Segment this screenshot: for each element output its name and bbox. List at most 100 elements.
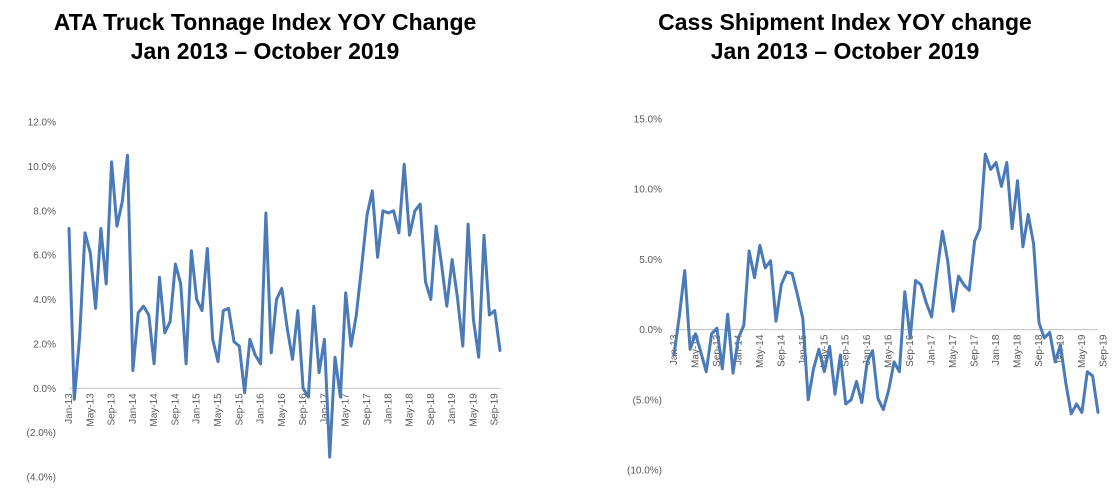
chart1-data-point bbox=[94, 307, 97, 310]
chart2-data-point bbox=[882, 408, 885, 411]
chart1-data-point bbox=[78, 336, 81, 339]
chart1-x-tick-label: May-17 bbox=[341, 393, 352, 427]
chart1-data-point bbox=[126, 154, 129, 157]
chart1-data-point bbox=[280, 287, 283, 290]
chart1-data-point bbox=[73, 398, 76, 401]
chart1-data-point bbox=[312, 305, 315, 308]
chart1-title: ATA Truck Tonnage Index YOY Change Jan 2… bbox=[0, 8, 530, 66]
chart2-data-point bbox=[807, 398, 810, 401]
chart2-data-point bbox=[758, 244, 762, 247]
chart1-data-point bbox=[461, 344, 464, 348]
chart1-data-point bbox=[413, 209, 417, 212]
chart1-data-point bbox=[67, 227, 71, 230]
chart1-data-point bbox=[152, 362, 156, 365]
chart1-data-point bbox=[323, 338, 326, 341]
chart1-data-point bbox=[89, 251, 92, 255]
chart1-data-point bbox=[286, 327, 289, 330]
chart2-y-tick-label: 15.0% bbox=[634, 115, 662, 126]
chart2-y-tick-label: (5.0%) bbox=[633, 395, 662, 406]
chart1-data-point bbox=[216, 360, 220, 363]
chart2-data-point bbox=[1043, 336, 1046, 340]
chart1-x-tick-label: Sep-16 bbox=[298, 393, 309, 426]
chart2-data-point bbox=[1091, 374, 1094, 378]
chart1-data-point bbox=[355, 313, 358, 317]
chart2-x-tick-label: Sep-14 bbox=[776, 334, 787, 367]
chart1-y-tick-label: 4.0% bbox=[33, 295, 56, 306]
chart1-data-point bbox=[408, 234, 411, 237]
chart1-title-line1: ATA Truck Tonnage Index YOY Change bbox=[53, 9, 477, 35]
chart2-data-point bbox=[892, 360, 896, 364]
chart1-x-tick-label: Jan-17 bbox=[319, 393, 330, 424]
chart2-data-point bbox=[731, 371, 735, 375]
chart2-x-tick-label: Sep-13 bbox=[712, 334, 723, 367]
chart1-data-point bbox=[99, 227, 103, 230]
chart2-data-point bbox=[941, 230, 944, 233]
chart1-data-point bbox=[493, 309, 496, 312]
chart1-x-tick-label: Sep-17 bbox=[362, 393, 373, 426]
chart1-data-point bbox=[403, 163, 406, 166]
chart2-data-point bbox=[694, 332, 697, 335]
chart2-data-point bbox=[973, 239, 976, 243]
chart2-data-point bbox=[796, 293, 799, 296]
chart2-y-tick-label: 10.0% bbox=[634, 185, 662, 196]
chart1-data-point bbox=[174, 262, 177, 266]
chart1-data-point bbox=[301, 387, 305, 390]
chart2-data-point bbox=[705, 370, 708, 373]
chart1-data-point bbox=[445, 305, 448, 308]
chart2-x-tick-label: May-13 bbox=[690, 334, 701, 368]
chart2-data-point bbox=[1096, 411, 1100, 414]
chart2-data-point bbox=[1021, 245, 1025, 248]
chart1-x-tick-label: May-18 bbox=[405, 393, 416, 427]
chart2-data-point bbox=[769, 259, 772, 262]
chart2-data-point bbox=[844, 402, 847, 406]
chart1-data-point bbox=[498, 349, 502, 352]
chart2-data-point bbox=[968, 289, 971, 292]
chart1-data-point bbox=[147, 313, 150, 317]
chart2-data-point bbox=[1032, 242, 1035, 246]
chart1-x-tick-label: Jan-19 bbox=[447, 393, 458, 424]
chart1-data-point bbox=[206, 247, 209, 250]
chart1-data-point bbox=[137, 311, 140, 314]
chart2-data-point bbox=[742, 324, 745, 327]
chart1-x-tick-label: May-19 bbox=[468, 393, 479, 427]
chart2-data-point bbox=[823, 370, 826, 373]
chart2-x-tick-label: Jan-16 bbox=[862, 334, 873, 365]
chart2-data-point bbox=[790, 272, 794, 275]
chart1-data-point bbox=[179, 282, 182, 286]
chart2-data-point bbox=[688, 348, 692, 351]
chart2-data-point bbox=[839, 353, 842, 357]
chart1-data-point bbox=[190, 249, 193, 252]
chart2-data-point bbox=[774, 320, 778, 323]
chart1-data-point bbox=[296, 309, 299, 312]
chart2-data-point bbox=[855, 380, 858, 383]
chart1-y-tick-label: 6.0% bbox=[33, 251, 56, 262]
chart2-data-point bbox=[812, 367, 815, 371]
chart1-data-point bbox=[195, 298, 198, 301]
chart2-data-point bbox=[737, 336, 740, 340]
chart1-data-point bbox=[482, 234, 486, 237]
chart2-y-tick-label: 5.0% bbox=[639, 255, 662, 266]
chart1-data-point bbox=[248, 338, 252, 341]
chart2-data-point bbox=[930, 315, 933, 319]
chart1-data-point bbox=[456, 296, 459, 299]
chart1-x-tick-label: Sep-13 bbox=[107, 393, 118, 426]
chart2-data-point bbox=[699, 350, 702, 354]
chart2-data-point bbox=[1027, 213, 1030, 216]
chart1-data-point bbox=[227, 307, 230, 310]
chart1-x-tick-label: Sep-15 bbox=[234, 393, 245, 426]
chart2-data-point bbox=[828, 345, 831, 348]
chart1-x-tick-label: Sep-18 bbox=[426, 393, 437, 426]
chart2-data-point bbox=[951, 310, 955, 313]
chart1-data-point bbox=[168, 320, 172, 323]
chart1-data-point bbox=[254, 353, 257, 357]
chart2-x-tick-label: Sep-17 bbox=[970, 334, 981, 367]
chart1-x-tick-label: May-15 bbox=[213, 393, 224, 427]
chart1-data-point bbox=[163, 331, 166, 334]
chart1-data-point bbox=[488, 313, 491, 317]
chart1-data-point bbox=[434, 225, 438, 228]
chart2-data-point bbox=[903, 290, 906, 293]
chart1-data-point bbox=[115, 225, 119, 228]
chart2-data-point bbox=[833, 393, 837, 396]
